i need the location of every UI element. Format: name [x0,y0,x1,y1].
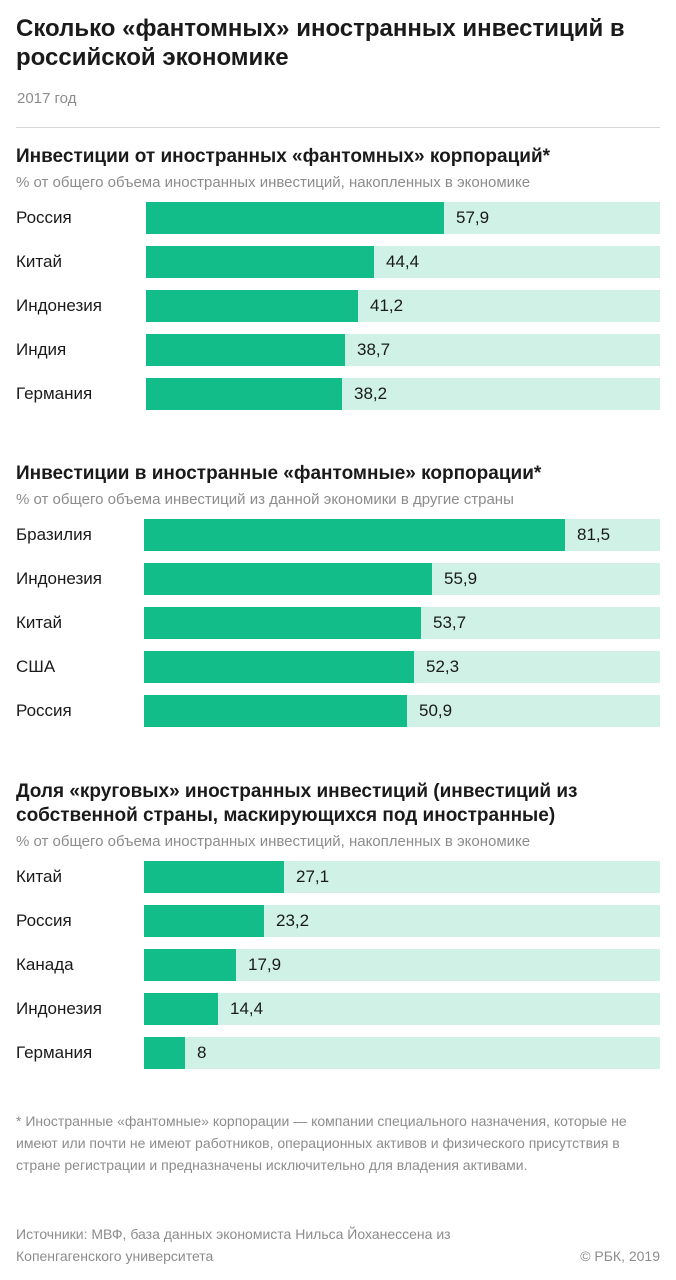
sources: Источники: МВФ, база данных экономиста Н… [16,1226,451,1264]
category-label: Россия [16,208,72,227]
bar [146,290,358,322]
bar-row: Китай 44,4 [16,246,660,290]
footnote: * Иностранные «фантомные» корпорации — к… [16,1113,627,1173]
bar [146,378,342,410]
year-subtitle: 2017 год [17,90,77,107]
bar-row: Китай 27,1 [16,861,660,905]
bar [144,519,565,551]
category-label: США [16,657,56,676]
bar-track [144,993,660,1025]
value-label: 55,9 [444,569,478,588]
bar-row: Россия 50,9 [16,695,660,739]
bar-track [144,607,660,639]
category-label: Канада [16,955,74,974]
category-label: Германия [16,1043,93,1062]
bar-row: Германия 38,2 [16,378,660,422]
category-label: Индия [16,340,67,359]
bar [146,246,374,278]
value-label: 38,2 [354,384,388,403]
value-label: 27,1 [296,867,330,886]
divider [16,127,660,128]
bar-row: Россия 23,2 [16,905,660,949]
bar [144,861,284,893]
category-label: Китай [16,867,62,886]
bar-track [144,905,660,937]
category-label: Китай [16,252,62,271]
value-label: 53,7 [433,613,467,632]
bar-track [146,378,660,410]
bar-rows: Китай 27,1 Россия 23,2 Канада 17,9 Индонезия 14… [16,861,660,1081]
value-label: 41,2 [370,296,404,315]
chart-title: Инвестиции от иностранных «фантомных» ко… [16,146,551,167]
bar [144,905,264,937]
chart-title: Инвестиции в иностранные «фантомные» кор… [16,463,542,484]
bar-track [144,519,660,551]
bar-row: Бразилия 81,5 [16,519,660,563]
category-label: Китай [16,613,62,632]
value-label: 57,9 [456,208,490,227]
bar [146,202,444,234]
bar-track [144,651,660,683]
bar [144,993,218,1025]
bar-track [146,202,660,234]
value-label: 23,2 [276,911,310,930]
bar-row: Россия 57,9 [16,202,660,246]
category-label: Индонезия [16,999,102,1018]
chart-section-phantom-outflow: Инвестиции в иностранные «фантомные» кор… [16,462,660,739]
chart-section-round-trip: Доля «круговых» иностранных инвестиций (… [16,780,660,1081]
bar [146,334,345,366]
bar [144,1037,185,1069]
bar [144,651,414,683]
copyright: © РБК, 2019 [580,1248,660,1264]
bar-track [144,949,660,981]
bar-track [146,246,660,278]
chart-title: Доля «круговых» иностранных инвестиций (… [16,781,578,826]
bar [144,563,432,595]
bar-row: Индонезия 41,2 [16,290,660,334]
bar-track [144,861,660,893]
value-label: 17,9 [248,955,282,974]
bar [144,949,236,981]
bar-rows: Россия 57,9 Китай 44,4 Индонезия 41,2 Индия 38,… [16,202,660,422]
page-title: Сколько «фантомных» иностранных инвестиц… [16,15,625,71]
bar-row: США 52,3 [16,651,660,695]
bar-track [144,1037,660,1069]
bar-rows: Бразилия 81,5 Индонезия 55,9 Китай 53,7 США 52,… [16,519,660,739]
value-label: 14,4 [230,999,264,1018]
chart-subtitle: % от общего объема инвестиций из данной … [16,491,514,508]
value-label: 38,7 [357,340,391,359]
bar-row: Германия 8 [16,1037,660,1081]
bar-row: Индонезия 14,4 [16,993,660,1037]
value-label: 50,9 [419,701,453,720]
value-label: 8 [197,1043,207,1062]
bar-row: Китай 53,7 [16,607,660,651]
bar-row: Канада 17,9 [16,949,660,993]
category-label: Индонезия [16,569,102,588]
value-label: 81,5 [577,525,611,544]
bar-row: Индонезия 55,9 [16,563,660,607]
category-label: Россия [16,701,72,720]
chart-subtitle: % от общего объема иностранных инвестици… [16,833,531,850]
category-label: Россия [16,911,72,930]
bar [144,607,421,639]
category-label: Бразилия [16,525,92,544]
category-label: Индонезия [16,296,102,315]
bar-row: Индия 38,7 [16,334,660,378]
category-label: Германия [16,384,93,403]
chart-section-phantom-inflow: Инвестиции от иностранных «фантомных» ко… [16,145,660,422]
value-label: 52,3 [426,657,460,676]
bar-track [146,290,660,322]
bar-track [146,334,660,366]
bar [144,695,407,727]
chart-subtitle: % от общего объема иностранных инвестици… [16,174,531,191]
bar-track [144,563,660,595]
value-label: 44,4 [386,252,420,271]
bar-track [144,695,660,727]
